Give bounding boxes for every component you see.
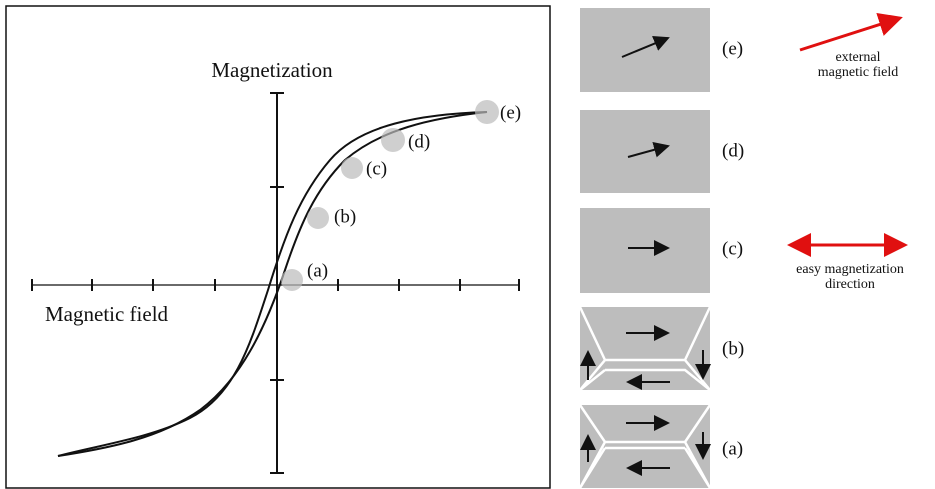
field-arrows (787, 12, 908, 257)
annotation: external (835, 50, 880, 65)
domain-panels-part (578, 404, 712, 489)
domain-panels-part (578, 306, 712, 391)
panel-label: (c) (722, 238, 743, 259)
plot-frame (5, 5, 551, 489)
point-label: (e) (500, 102, 521, 123)
point-label: (d) (408, 131, 430, 152)
hysteresis-loop-part (57, 111, 488, 457)
state-points-part (307, 207, 329, 229)
state-points-part (475, 100, 499, 124)
point-label: (a) (307, 260, 328, 281)
domain-panels-part (580, 405, 710, 488)
panel-label: (e) (722, 38, 743, 59)
y-axis-label: Magnetization (211, 58, 333, 82)
axes (31, 92, 520, 474)
state-points-part (281, 269, 303, 291)
domain-panels-part (580, 307, 710, 390)
hysteresis-loop-part (57, 111, 488, 457)
annotation: magnetic field (818, 65, 898, 80)
plot-frame-part (5, 5, 551, 489)
domain-panels (578, 8, 712, 489)
domain-panels-part (621, 35, 670, 58)
state-points (281, 100, 499, 291)
domain-panels-part (580, 8, 710, 92)
domain-panels-part (627, 141, 670, 158)
annotation: direction (825, 277, 875, 292)
state-points-part (341, 157, 363, 179)
panel-label: (d) (722, 140, 744, 161)
panel-label: (a) (722, 438, 743, 459)
domain-panels-part (580, 208, 710, 293)
field-arrows-part (799, 12, 903, 52)
hysteresis-loop (57, 111, 488, 457)
panel-label: (b) (722, 338, 744, 359)
point-label: (b) (334, 206, 356, 227)
annotation: easy magnetization (796, 262, 904, 277)
state-points-part (381, 128, 405, 152)
x-axis-label: Magnetic field (45, 302, 169, 326)
point-label: (c) (366, 158, 387, 179)
